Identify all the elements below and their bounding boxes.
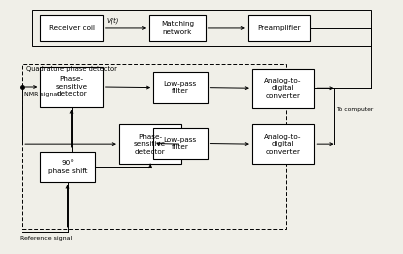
Text: Phase-
sensitive
detector: Phase- sensitive detector [134,134,166,155]
Text: Preamplifier: Preamplifier [257,25,301,31]
Bar [40,152,95,182]
Text: Analog-to-
digital
converter: Analog-to- digital converter [264,134,302,155]
Bar [252,69,314,108]
Bar [40,15,103,41]
Text: V(t): V(t) [107,18,119,24]
Bar [119,124,181,164]
Text: Receiver coil: Receiver coil [48,25,95,31]
Text: Low-pass
filter: Low-pass filter [164,137,197,150]
Text: To computer: To computer [337,107,374,112]
Text: Low-pass
filter: Low-pass filter [164,81,197,94]
Bar [248,15,310,41]
Text: 90°
phase shift: 90° phase shift [48,160,87,174]
Bar [149,15,206,41]
Text: Quadrature phase detector: Quadrature phase detector [26,66,117,72]
Bar [153,72,208,103]
Text: NMR signal: NMR signal [24,92,59,97]
Bar [252,124,314,164]
Bar [153,128,208,159]
Text: Matching
network: Matching network [161,21,194,35]
Text: Reference signal: Reference signal [20,236,73,241]
Bar [40,67,103,107]
Bar [32,10,371,46]
Bar [22,64,286,229]
Text: Phase-
sensitive
detector: Phase- sensitive detector [56,76,87,98]
Text: Analog-to-
digital
converter: Analog-to- digital converter [264,78,302,99]
